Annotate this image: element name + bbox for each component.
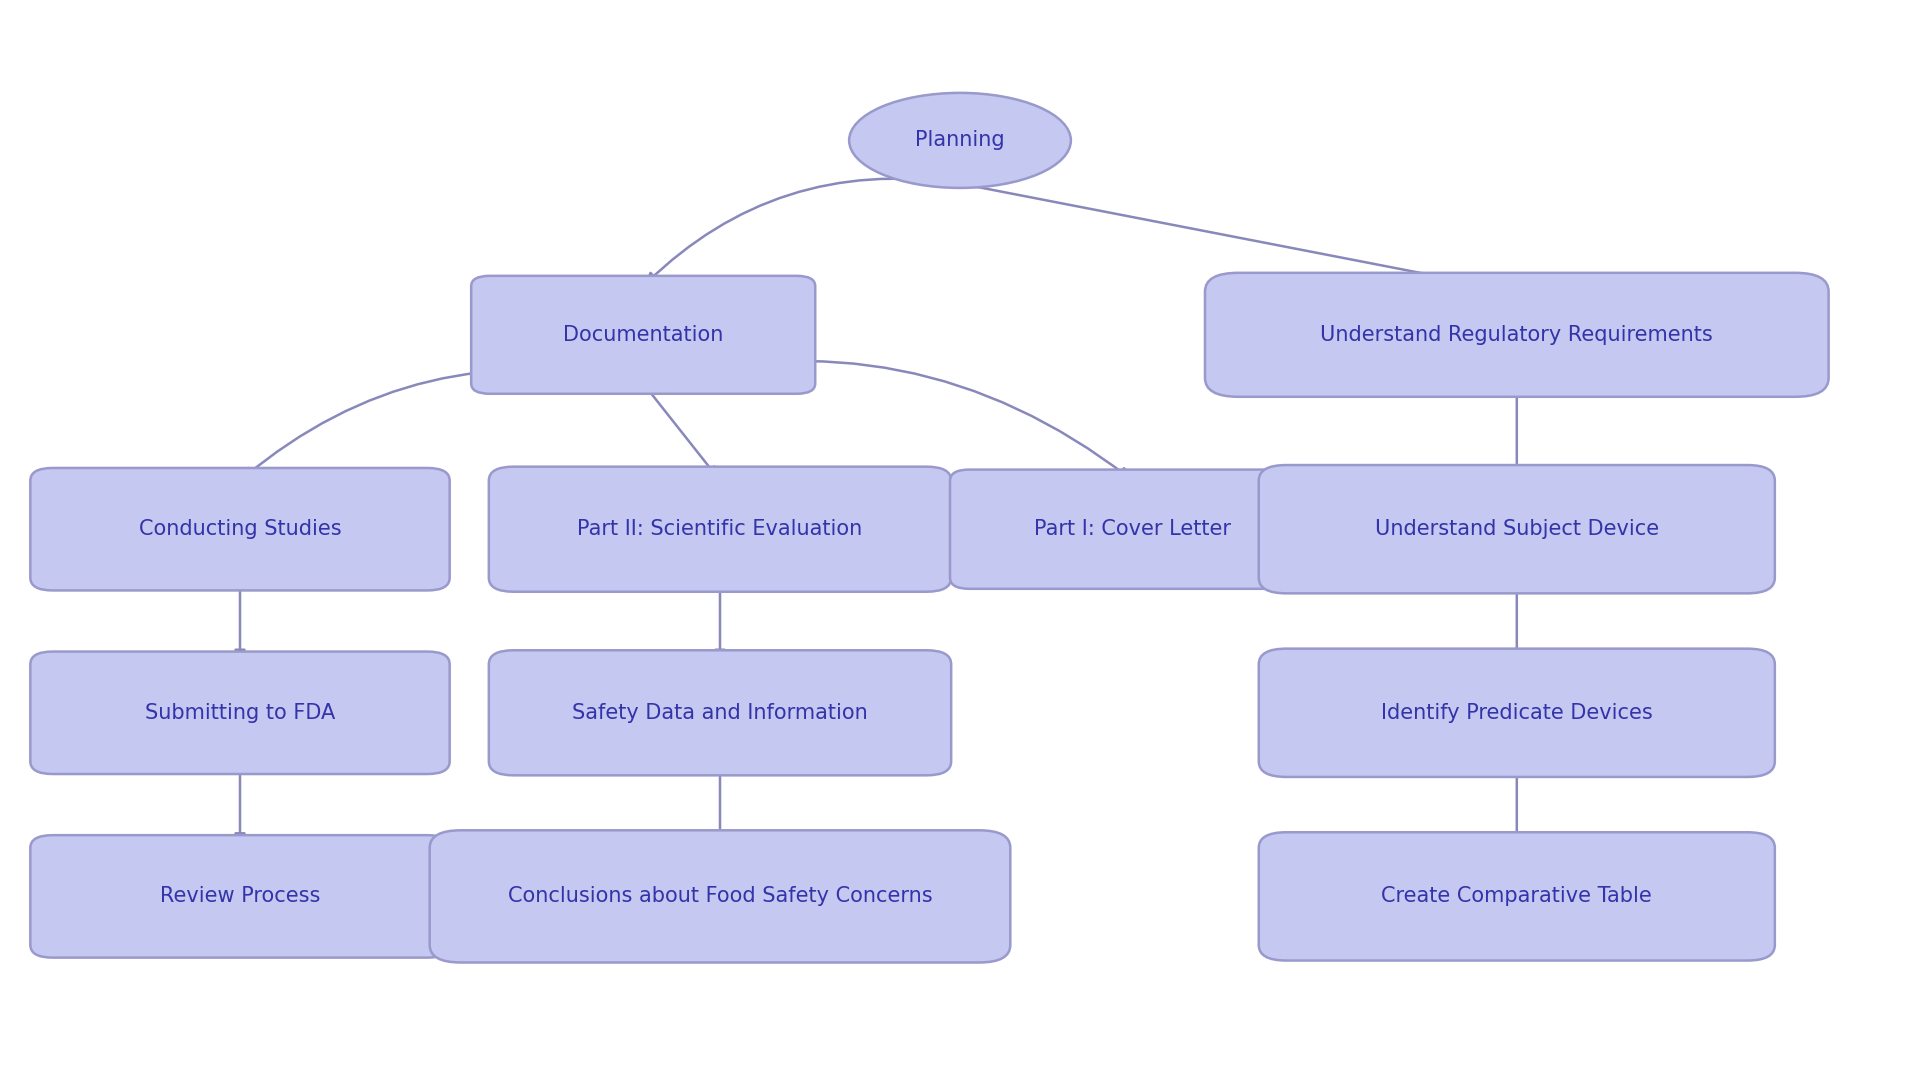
- Text: Understand Regulatory Requirements: Understand Regulatory Requirements: [1321, 325, 1713, 345]
- FancyBboxPatch shape: [1260, 465, 1774, 593]
- Text: Understand Subject Device: Understand Subject Device: [1375, 519, 1659, 539]
- FancyBboxPatch shape: [430, 831, 1010, 962]
- FancyBboxPatch shape: [490, 467, 950, 592]
- FancyBboxPatch shape: [31, 468, 449, 591]
- FancyBboxPatch shape: [470, 275, 816, 394]
- FancyBboxPatch shape: [490, 650, 950, 775]
- Text: Documentation: Documentation: [563, 325, 724, 345]
- Text: Review Process: Review Process: [159, 887, 321, 906]
- Text: Conducting Studies: Conducting Studies: [138, 519, 342, 539]
- Text: Submitting to FDA: Submitting to FDA: [144, 703, 336, 723]
- Text: Safety Data and Information: Safety Data and Information: [572, 703, 868, 723]
- Text: Identify Predicate Devices: Identify Predicate Devices: [1380, 703, 1653, 723]
- FancyBboxPatch shape: [1260, 649, 1774, 777]
- FancyBboxPatch shape: [31, 651, 449, 774]
- Text: Part II: Scientific Evaluation: Part II: Scientific Evaluation: [578, 519, 862, 539]
- FancyBboxPatch shape: [31, 835, 449, 958]
- FancyBboxPatch shape: [950, 470, 1315, 589]
- Text: Part I: Cover Letter: Part I: Cover Letter: [1035, 519, 1231, 539]
- FancyBboxPatch shape: [1260, 833, 1774, 960]
- Ellipse shape: [849, 93, 1071, 188]
- Text: Planning: Planning: [916, 131, 1004, 150]
- Text: Conclusions about Food Safety Concerns: Conclusions about Food Safety Concerns: [507, 887, 933, 906]
- FancyBboxPatch shape: [1206, 273, 1828, 396]
- Text: Create Comparative Table: Create Comparative Table: [1380, 887, 1653, 906]
